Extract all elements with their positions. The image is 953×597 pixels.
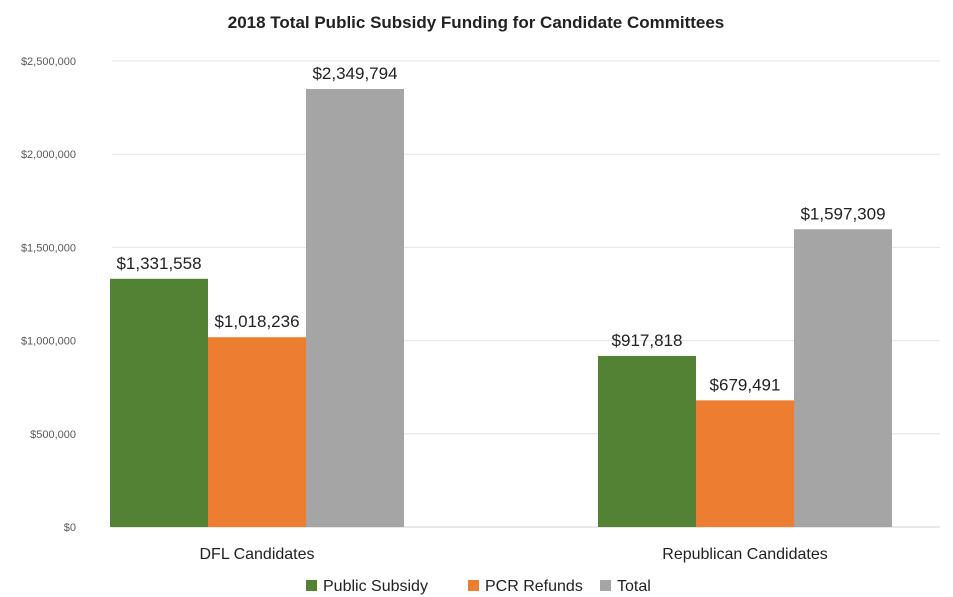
x-axis-ticks: DFL Candidates Republican Candidates	[199, 546, 827, 563]
data-label: $917,818	[612, 331, 683, 350]
data-label: $1,597,309	[800, 204, 885, 223]
y-tick-label: $1,000,000	[21, 336, 76, 348]
data-labels: $1,331,558 $1,018,236 $2,349,794 $917,818 $6…	[116, 64, 885, 394]
legend: Public Subsidy PCR Refunds Total	[306, 578, 651, 595]
legend-label: Total	[617, 578, 651, 595]
legend-label: Public Subsidy	[323, 578, 428, 595]
data-label: $1,018,236	[214, 312, 299, 331]
bar	[110, 278, 208, 527]
bar	[306, 88, 404, 527]
x-tick-label: Republican Candidates	[662, 546, 827, 563]
bar	[598, 355, 696, 527]
y-tick-label: $1,500,000	[21, 242, 76, 254]
legend-swatch	[468, 580, 479, 591]
y-axis-ticks: $0 $500,000 $1,000,000 $1,500,000 $2,000,000…	[21, 56, 76, 534]
bars	[110, 88, 892, 527]
bar	[794, 229, 892, 527]
legend-label: PCR Refunds	[485, 578, 583, 595]
chart-title: 2018 Total Public Subsidy Funding for Ca…	[228, 13, 725, 32]
bar	[696, 400, 794, 527]
data-label: $2,349,794	[312, 64, 397, 83]
legend-swatch	[306, 580, 317, 591]
data-label: $679,491	[710, 375, 781, 394]
y-tick-label: $0	[64, 522, 76, 534]
y-tick-label: $500,000	[30, 429, 76, 441]
data-label: $1,331,558	[116, 254, 201, 273]
bar	[208, 337, 306, 527]
y-tick-label: $2,500,000	[21, 56, 76, 68]
x-tick-label: DFL Candidates	[199, 546, 314, 563]
legend-swatch	[600, 580, 611, 591]
y-tick-label: $2,000,000	[21, 149, 76, 161]
